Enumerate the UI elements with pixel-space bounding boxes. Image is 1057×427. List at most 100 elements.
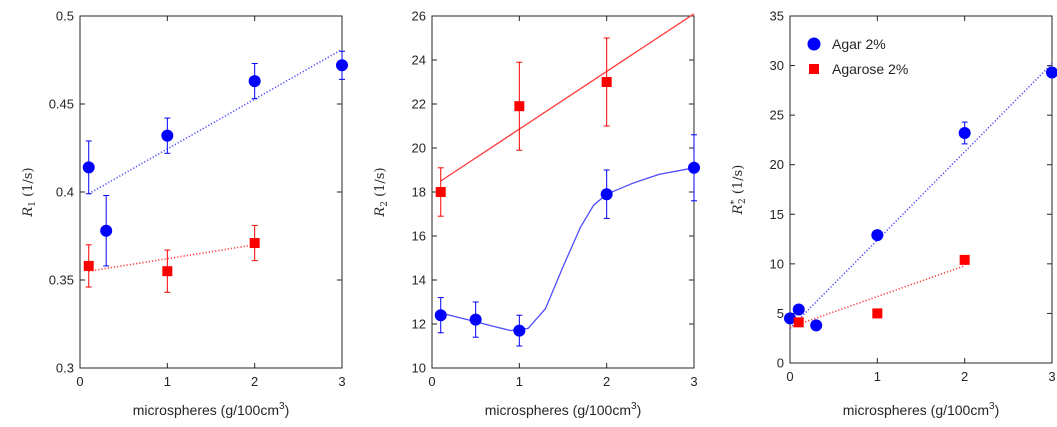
y-axis-label: R1 (1/s)	[21, 167, 38, 217]
y-tick-label: 10	[412, 361, 426, 376]
y-tick-label: 25	[770, 108, 784, 123]
y-axis-label-symbol: R	[21, 207, 36, 218]
y-tick-label: 26	[412, 9, 426, 24]
x-tick-label: 3	[1048, 369, 1055, 384]
x-axis-label: microspheres (g/100cm3)	[485, 401, 642, 418]
data-point-blue	[688, 161, 700, 174]
data-point-blue	[871, 229, 884, 242]
x-axis-label-sup: 3	[279, 401, 285, 412]
y-tick-label: 0.5	[56, 9, 74, 24]
data-point-blue	[336, 59, 348, 72]
y-tick-label: 14	[412, 273, 426, 288]
y-axis-label-sub: 1	[28, 201, 38, 207]
x-axis-label-end: )	[285, 402, 290, 418]
data-point-blue	[810, 319, 823, 332]
x-tick-label: 1	[874, 369, 881, 384]
data-point-red	[435, 187, 446, 197]
x-axis-label-text: microspheres (g/100cm	[843, 402, 989, 418]
y-tick-label: 12	[412, 317, 426, 332]
x-tick-label: 0	[786, 369, 793, 384]
data-point-blue	[469, 313, 482, 326]
y-axis-label-sub: 2	[738, 198, 748, 204]
legend-marker-circle	[807, 37, 821, 51]
data-point-blue	[100, 224, 113, 237]
y-axis-label: R2 (1/s)	[373, 167, 390, 217]
chart-panel-1: 0 1 2 3 0.3 0.35 0.4 0.45 0.5 microspheres (g/100…	[21, 9, 348, 418]
legend-label: Agarose 2%	[832, 61, 908, 77]
x-axis-label-end: )	[637, 402, 642, 418]
y-tick-label: 24	[412, 53, 426, 68]
y-axis-label-units: (1/s)	[21, 167, 36, 201]
x-tick-label: 1	[164, 374, 171, 389]
data-point-red	[83, 260, 94, 271]
y-axis-label-units: (1/s)	[373, 167, 388, 201]
y-axis-label-units: (1/s)	[731, 165, 746, 199]
x-axis-label: microspheres (g/100cm3)	[843, 401, 1000, 418]
x-tick-label: 3	[338, 374, 345, 389]
axes-box	[789, 15, 1053, 364]
data-point-blue	[248, 75, 261, 88]
y-axis-label-sup: *	[730, 200, 740, 205]
x-tick-label: 3	[690, 374, 697, 389]
y-tick-label: 30	[770, 58, 784, 73]
x-axis-label-text: microspheres (g/100cm	[485, 402, 631, 418]
x-tick-label: 2	[251, 374, 258, 389]
x-tick-label: 0	[428, 374, 435, 389]
x-axis-label-sup: 3	[631, 401, 637, 412]
fit-line-red	[789, 265, 965, 329]
data-point-blue	[161, 129, 174, 142]
x-tick-label: 1	[516, 374, 523, 389]
data-point-blue	[1046, 66, 1057, 79]
fit-line-blue	[789, 63, 1053, 329]
y-tick-label: 0.3	[56, 361, 74, 376]
data-point-blue	[82, 161, 95, 174]
data-point-red	[872, 308, 883, 319]
x-axis-label-end: )	[995, 402, 1000, 418]
x-axis-label: microspheres (g/100cm3)	[133, 401, 290, 418]
data-point-blue	[958, 126, 971, 139]
fit-line-red	[88, 244, 255, 272]
axes-box	[79, 15, 343, 369]
legend-label: Agar 2%	[832, 36, 886, 52]
data-point-blue	[792, 303, 805, 316]
data-point-red	[793, 317, 804, 328]
fit-line-blue	[88, 48, 343, 195]
data-point-red	[601, 77, 612, 87]
y-tick-label: 20	[770, 157, 784, 172]
y-tick-label: 16	[412, 229, 426, 244]
y-tick-label: 18	[412, 185, 426, 200]
data-point-blue	[600, 188, 613, 201]
x-axis-label-sup: 3	[989, 401, 995, 412]
x-tick-label: 0	[76, 374, 83, 389]
y-tick-label: 5	[777, 306, 784, 321]
y-tick-label: 0.35	[49, 273, 74, 288]
y-tick-label: 0.45	[49, 97, 74, 112]
data-point-blue	[434, 309, 447, 322]
y-axis-label-symbol: R	[731, 204, 746, 215]
fit-line-blue	[440, 167, 695, 332]
data-point-red	[249, 238, 260, 249]
data-point-red	[959, 254, 970, 265]
y-axis-label-symbol: R	[373, 207, 388, 218]
data-point-red	[514, 101, 525, 112]
axes-box	[431, 15, 695, 369]
fit-line-red	[440, 13, 695, 182]
y-tick-label: 15	[770, 207, 784, 222]
y-axis-label-sub: 2	[380, 201, 390, 207]
x-axis-label-text: microspheres (g/100cm	[133, 402, 279, 418]
x-tick-label: 2	[961, 369, 968, 384]
y-tick-label: 0.4	[56, 185, 74, 200]
y-tick-label: 10	[770, 256, 784, 271]
legend: Agar 2% Agarose 2%	[807, 36, 908, 77]
y-axis-label: R*2 (1/s)	[730, 165, 748, 216]
data-point-blue	[513, 324, 526, 337]
data-point-red	[162, 266, 173, 277]
legend-marker-square	[809, 64, 819, 74]
y-tick-label: 0	[777, 356, 784, 371]
y-tick-label: 22	[412, 97, 426, 112]
y-tick-label: 20	[412, 141, 426, 156]
y-tick-label: 35	[770, 9, 784, 24]
data-point-blue	[784, 312, 796, 325]
